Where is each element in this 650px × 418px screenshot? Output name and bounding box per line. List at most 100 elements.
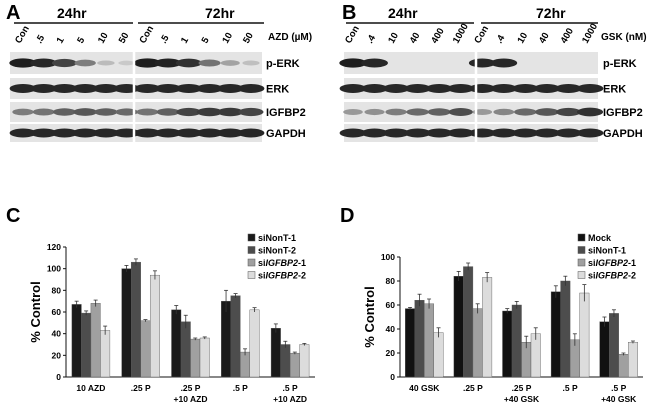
blot-b-band xyxy=(385,108,407,116)
blot-b-lane-label: .4 xyxy=(494,33,508,46)
chart-d-category-label: .5 P +40 GSK xyxy=(601,383,637,404)
blot-a-band xyxy=(71,128,99,138)
chart-c-bar xyxy=(171,309,182,378)
blot-a-band xyxy=(73,108,98,116)
chart-c-bar xyxy=(140,320,151,378)
blot-b-band xyxy=(404,84,432,93)
chart-c-y-tick: 20 xyxy=(52,350,62,360)
blot-b-band xyxy=(339,84,367,93)
chart-d-bar xyxy=(579,292,590,378)
chart-c-bar xyxy=(240,351,251,378)
chart-c-legend-label: siNonT-1 xyxy=(258,233,296,243)
blot-a-band xyxy=(220,60,240,66)
blot-b-lane-label: Con xyxy=(472,24,491,46)
chart-d-bar xyxy=(424,303,434,378)
chart-d-bar xyxy=(405,308,415,378)
chart-d-y-tick: 40 xyxy=(386,324,396,334)
blot-b-band xyxy=(343,109,363,115)
chart-d-bar xyxy=(502,310,513,378)
chart-d-category-label: .25 P xyxy=(463,383,483,393)
blot-a-band xyxy=(133,58,162,68)
blot-a-band xyxy=(71,84,99,93)
chart-c-legend-swatch xyxy=(247,271,256,279)
chart-c-category-label: .25 P +10 AZD xyxy=(174,383,208,404)
blot-b-band xyxy=(427,108,451,116)
blot-a-band xyxy=(51,84,78,93)
blot-a-band xyxy=(74,59,96,67)
blot-a-band xyxy=(52,108,77,116)
chart-c-y-label: % Control xyxy=(28,281,43,342)
blot-b-band xyxy=(361,84,388,93)
blot-b-row-label: IGFBP2 xyxy=(603,107,643,119)
chart-d-legend-swatch xyxy=(577,233,586,242)
chart-c-bar xyxy=(190,338,201,378)
blot-a-band xyxy=(216,128,244,138)
chart-c-bar xyxy=(180,321,191,378)
blot-b-band xyxy=(382,128,410,138)
blot-a-band xyxy=(237,84,265,93)
chart-d-bar xyxy=(550,291,561,378)
blot-a-band xyxy=(9,84,37,93)
chart-c-bar xyxy=(121,268,132,378)
blot-a-row-label: p-ERK xyxy=(266,58,300,70)
chart-d-bar xyxy=(414,300,425,378)
chart-c-bar xyxy=(249,309,260,378)
blot-b-band xyxy=(490,58,518,68)
chart-c-y-tick: 100 xyxy=(47,264,61,274)
blot-a-group-72hr: 72hr xyxy=(205,5,235,21)
chart-d-y-tick: 60 xyxy=(386,300,396,310)
blot-b-lane-label: 40 xyxy=(408,31,423,46)
chart-c-y-tick: 120 xyxy=(47,242,61,252)
blot-a-band xyxy=(12,108,34,116)
blot-a-band xyxy=(92,128,120,138)
chart-c-bar xyxy=(130,261,141,378)
blot-b-band xyxy=(361,128,388,138)
blot-a-band xyxy=(175,58,202,68)
blot-b-band xyxy=(447,128,475,138)
blot-b-band xyxy=(382,84,410,93)
blot-a-band xyxy=(9,58,37,68)
blot-a-band xyxy=(115,108,138,116)
blot-a-band xyxy=(175,128,203,138)
blot-a-band xyxy=(32,108,55,116)
chart-d-bar xyxy=(511,304,522,378)
chart-d-legend-label: Mock xyxy=(588,233,612,243)
chart-d-bar xyxy=(453,276,464,378)
blot-b-band xyxy=(555,128,582,138)
blot-a-band xyxy=(154,58,182,68)
blot-b-band xyxy=(472,109,493,115)
blot-b-band xyxy=(514,108,537,116)
chart-d-bar xyxy=(433,332,444,378)
blot-a-band xyxy=(154,128,182,138)
blot-a-band xyxy=(237,128,265,138)
blot-b-band xyxy=(493,108,515,116)
blot-b-lane-label: 40 xyxy=(537,31,552,46)
panel-label-b: B xyxy=(342,2,356,24)
blot-b-row-label: p-ERK xyxy=(603,58,637,70)
chart-d-legend-swatch xyxy=(577,258,586,267)
blot-a-band xyxy=(196,84,223,93)
blot-a-band xyxy=(154,84,182,93)
blot-b-band xyxy=(425,84,453,93)
panel-label-c: C xyxy=(6,205,20,227)
blot-b-band xyxy=(364,108,385,116)
blot-a-unit: AZD (µM) xyxy=(268,32,312,43)
blot-a-band xyxy=(9,128,37,138)
chart-d-legend-swatch xyxy=(577,271,586,279)
blot-a-band xyxy=(217,107,244,117)
blot-a-band xyxy=(238,107,264,117)
chart-d-y-tick: 20 xyxy=(386,348,396,358)
blot-b-band xyxy=(576,128,604,138)
blot-a-band xyxy=(216,84,244,93)
panel-label-d: D xyxy=(340,205,354,227)
chart-c-category-label: .5 P xyxy=(233,383,248,393)
blot-b-band xyxy=(447,84,475,93)
blot-b-group-24hr: 24hr xyxy=(388,5,418,21)
blot-b-group-72hr: 72hr xyxy=(536,5,566,21)
blot-b-band xyxy=(533,84,561,93)
blot-a-lane-label: 5 xyxy=(200,35,213,46)
chart-c-legend-swatch xyxy=(247,246,256,254)
chart-c-bar xyxy=(221,300,232,378)
panel-label-a: A xyxy=(6,2,20,24)
blot-b-band xyxy=(425,128,453,138)
